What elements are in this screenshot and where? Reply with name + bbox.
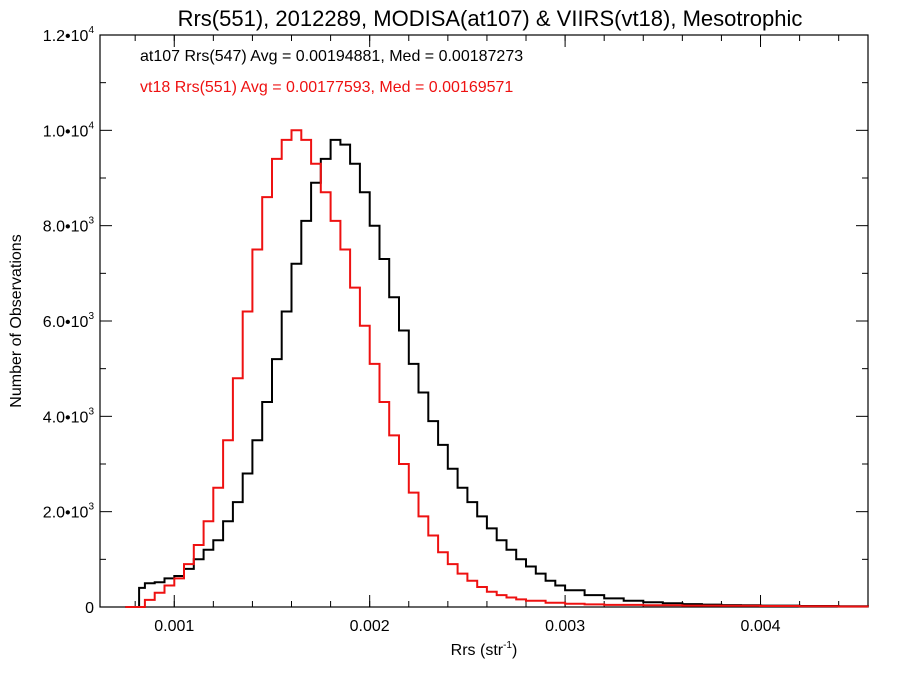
x-axis-label-text: Rrs (str (451, 642, 504, 659)
legend-entry-vt18: vt18 Rrs(551) Avg = 0.00177593, Med = 0.… (140, 79, 513, 96)
y-tick-label: 2.0•103 (43, 502, 95, 522)
y-axis-label: Number of Observations (8, 234, 25, 407)
y-tick-mantissa: 4.0•10 (43, 409, 89, 426)
y-tick-label: 6.0•103 (43, 311, 95, 331)
series-line-0 (125, 138, 869, 608)
y-tick-mantissa: 1.0•10 (43, 123, 89, 140)
x-tick-label: 0.003 (545, 618, 585, 635)
y-tick-label: 4.0•103 (43, 406, 95, 426)
y-tick-mantissa: 6.0•10 (43, 314, 89, 331)
y-tick-mantissa: 0 (85, 600, 94, 617)
y-tick-exponent: 4 (88, 120, 94, 131)
chart-title: Rrs(551), 2012289, MODISA(at107) & VIIRS… (178, 6, 803, 31)
y-tick-exponent: 4 (88, 25, 94, 36)
x-tick-label: 0.004 (740, 618, 780, 635)
x-tick-label: 0.002 (350, 618, 390, 635)
x-axis-ticks: 0.001 0.002 0.003 0.004 (134, 35, 840, 635)
series-layer (125, 129, 869, 608)
y-tick-exponent: 3 (88, 311, 94, 322)
y-tick-mantissa: 2.0•10 (43, 505, 89, 522)
y-tick-exponent: 3 (88, 216, 94, 227)
y-tick-label: 0 (85, 600, 94, 617)
y-tick-label: 1.0•104 (43, 120, 95, 140)
x-axis-label: Rrs (str-1) (451, 640, 518, 659)
y-axis-ticks: 02.0•1034.0•1036.0•1038.0•1031.0•1041.2•… (43, 25, 868, 617)
y-tick-exponent: 3 (88, 502, 94, 513)
y-tick-label: 1.2•104 (43, 25, 95, 45)
y-tick-exponent: 3 (88, 406, 94, 417)
y-tick-mantissa: 1.2•10 (43, 28, 89, 45)
y-tick-label: 8.0•103 (43, 216, 95, 236)
x-tick-label: 0.001 (154, 618, 194, 635)
legend-entry-at107: at107 Rrs(547) Avg = 0.00194881, Med = 0… (140, 48, 523, 65)
x-axis-label-superscript: -1 (503, 640, 512, 651)
plot-frame (99, 34, 869, 608)
x-axis-label-suffix: ) (512, 642, 517, 659)
y-tick-mantissa: 8.0•10 (43, 219, 89, 236)
series-line-1 (125, 129, 869, 608)
